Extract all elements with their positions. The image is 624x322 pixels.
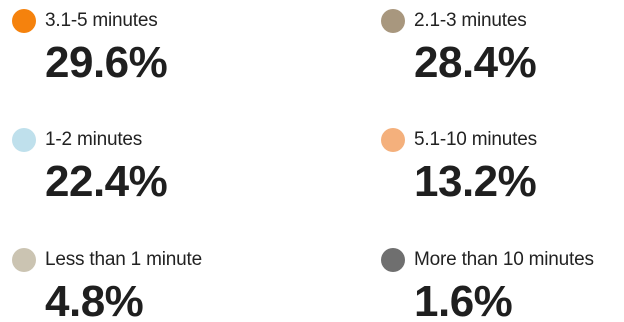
value-label: 1.6% <box>414 277 513 322</box>
swatch-3-1-5-minutes <box>12 9 36 33</box>
swatch-1-2-minutes <box>12 128 36 152</box>
value-label: 22.4% <box>45 157 168 206</box>
swatch-more-than-10-minutes <box>381 248 405 272</box>
value-label: 29.6% <box>45 38 168 87</box>
value-label: 13.2% <box>414 157 537 206</box>
swatch-5-1-10-minutes <box>381 128 405 152</box>
legend-label: Less than 1 minute <box>45 249 202 270</box>
legend-item-1-2-minutes: 1-2 minutes 22.4% <box>12 127 272 217</box>
legend-item-2-1-3-minutes: 2.1-3 minutes 28.4% <box>381 8 624 98</box>
swatch-less-than-1-minute <box>12 248 36 272</box>
legend-item-more-than-10-minutes: More than 10 minutes 1.6% <box>381 247 624 322</box>
legend-label: 5.1-10 minutes <box>414 129 537 150</box>
legend-label: 2.1-3 minutes <box>414 10 527 31</box>
swatch-2-1-3-minutes <box>381 9 405 33</box>
value-label: 4.8% <box>45 277 144 322</box>
legend-label: 1-2 minutes <box>45 129 143 150</box>
legend-label: 3.1-5 minutes <box>45 10 158 31</box>
legend-item-3-1-5-minutes: 3.1-5 minutes 29.6% <box>12 8 272 98</box>
value-label: 28.4% <box>414 38 537 87</box>
legend-label: More than 10 minutes <box>414 249 594 270</box>
legend-item-less-than-1-minute: Less than 1 minute 4.8% <box>12 247 272 322</box>
legend-item-5-1-10-minutes: 5.1-10 minutes 13.2% <box>381 127 624 217</box>
